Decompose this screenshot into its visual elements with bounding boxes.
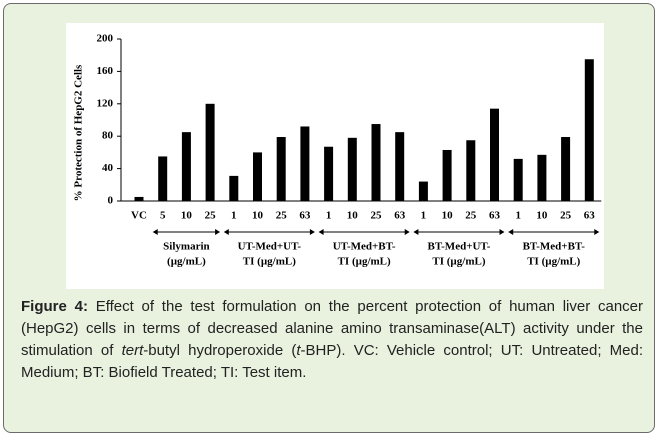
bar [276, 137, 286, 201]
x-tick-label: 10 [181, 210, 193, 222]
caption-text: Effect of the test formulation on the pe… [21, 298, 643, 359]
y-tick-label: 80 [102, 130, 114, 142]
x-tick-label: 25 [465, 210, 477, 222]
x-tick-label: 1 [326, 210, 332, 222]
group-label: (µg/mL) [167, 256, 206, 268]
y-tick-label: 120 [97, 97, 114, 109]
x-tick-label: VC [131, 210, 147, 222]
group-label: UT-Med+BT- [333, 241, 396, 253]
bar [466, 140, 476, 201]
x-tick-label: 10 [347, 210, 359, 222]
x-tick-label: 10 [536, 210, 548, 222]
bar [490, 108, 499, 201]
bar [442, 149, 452, 201]
bar [371, 124, 381, 201]
bar [134, 196, 144, 201]
caption-text: -butyl hydroperoxide ( [143, 342, 297, 359]
x-tick-label: 5 [160, 210, 166, 222]
y-tick-label: 160 [97, 65, 114, 77]
caption-text: t [296, 342, 301, 359]
x-tick-label: 25 [205, 210, 217, 222]
caption: Figure 4: Effect of the test formulation… [21, 296, 643, 384]
group-label: UT-Med+UT- [238, 241, 302, 253]
bar [300, 126, 310, 201]
y-tick-label: 200 [97, 33, 114, 45]
x-tick-label: 1 [421, 210, 427, 222]
bar [513, 158, 523, 201]
bar [253, 152, 262, 201]
y-axis-label: % Protection of HepG2 Cells [73, 64, 85, 201]
x-tick-label: 10 [442, 210, 454, 222]
caption-text: tert [121, 342, 144, 359]
caption-text: -BHP). VC: Vehicle control; UT: Untreate… [21, 342, 644, 381]
x-tick-label: 1 [515, 210, 521, 222]
group-label: BT-Med+UT- [427, 241, 490, 253]
chart: % Protection of HepG2 Cells 0 40 80 120 160 2… [66, 23, 604, 289]
x-tick-label: 63 [584, 210, 596, 222]
caption-text: Figure 4: [21, 298, 88, 315]
x-tick-label: 1 [231, 210, 237, 222]
y-tick-label: 0 [108, 195, 114, 207]
bar [418, 181, 428, 201]
group-label: Silymarin [163, 241, 209, 253]
bar [158, 156, 168, 201]
x-tick-label: 25 [276, 210, 288, 222]
group-label: TI (µg/mL) [243, 256, 296, 268]
bar [324, 146, 334, 201]
x-tick-label: 63 [299, 210, 311, 222]
bar [537, 154, 547, 201]
group-label: BT-Med+BT- [523, 241, 586, 253]
x-tick-label: 63 [489, 210, 501, 222]
x-tick-label: 25 [560, 210, 572, 222]
bar [347, 137, 357, 201]
bar [561, 137, 571, 201]
group-label: TI (µg/mL) [432, 256, 485, 268]
bar [584, 59, 594, 201]
bar [395, 132, 405, 201]
group-label: TI (µg/mL) [527, 256, 580, 268]
bar [229, 175, 239, 201]
figure-frame: % Protection of HepG2 Cells 0 40 80 120 160 2… [3, 3, 655, 433]
group-label: TI (µg/mL) [338, 256, 391, 268]
bar [205, 103, 215, 201]
x-tick-label: 25 [371, 210, 383, 222]
x-tick-label: 63 [394, 210, 406, 222]
y-tick-label: 40 [102, 162, 114, 174]
bar [181, 132, 191, 201]
x-tick-label: 10 [252, 210, 264, 222]
